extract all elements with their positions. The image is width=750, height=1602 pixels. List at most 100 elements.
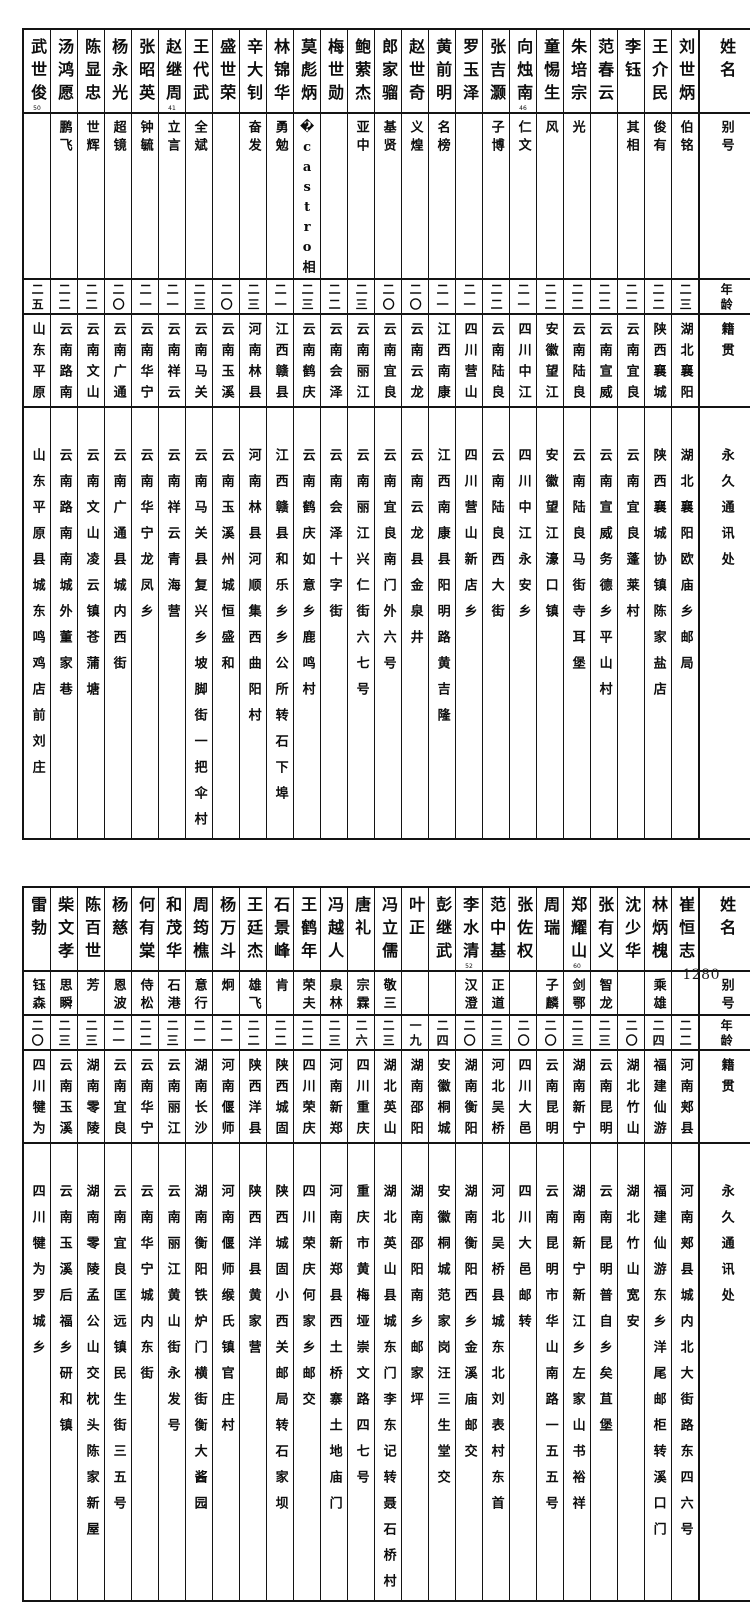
entry-alias: 全斌	[191, 120, 207, 156]
row-label-text: 年龄	[719, 1019, 734, 1049]
cell-native-place: 安徽望江	[536, 313, 564, 408]
entry-alias: 子博	[488, 120, 504, 156]
cell-age: 二三	[50, 1014, 78, 1051]
entry-native-place: 四川重庆	[353, 1058, 369, 1142]
cell-address: 云南陆良西大街	[482, 406, 510, 840]
cell-age: 二三	[590, 1014, 618, 1051]
name-wrapper: 冯立儒	[375, 888, 401, 965]
name-wrapper: 童惕生	[537, 30, 563, 107]
cell-alias: 鹏飞	[50, 112, 78, 280]
entry-age: 二二	[570, 283, 585, 313]
entry-address: 云南马关县复兴乡坡脚街一把伞村	[191, 448, 207, 838]
cell-address: 湖北英山县城东门李东记转聂石桥村	[374, 1142, 402, 1602]
cell-address: 云南昆明市华山南路一五五号	[536, 1142, 564, 1602]
entry-annotation: 46	[519, 105, 527, 112]
name-wrapper: 石景峰	[267, 888, 293, 965]
entry-name: 武世俊	[28, 38, 48, 107]
cell-native-place: 山东平原	[22, 313, 51, 408]
cell-age: 二二	[50, 278, 78, 315]
entry-age: 二三	[678, 283, 693, 313]
entry-name: 王廷杰	[244, 896, 264, 965]
entry-address: 四川犍为罗城乡	[29, 1184, 45, 1366]
cell-name: 刘世炳	[671, 28, 700, 114]
entry-alias: 智龙	[596, 978, 612, 1014]
entry-annotation: 60	[573, 963, 581, 970]
entry-age: 二一	[192, 1019, 207, 1049]
entry-native-place: 云南宜良	[110, 1058, 126, 1142]
entry-address: 陕西洋县黄家营	[245, 1184, 261, 1366]
cell-age: 二三	[185, 278, 213, 315]
cell-age: 二〇	[212, 278, 240, 315]
cell-alias	[401, 970, 429, 1016]
entry-native-place: 云南玉溪	[218, 322, 234, 406]
entry-name: 周瑞	[541, 896, 561, 942]
cell-native-place: 四川犍为	[22, 1049, 51, 1144]
cell-name: 雷勃	[22, 886, 51, 972]
entry-address: 湖北襄阳欧庙乡邮局	[677, 448, 693, 682]
cell-age: 二三	[482, 1014, 510, 1051]
cell-address: 云南文山凌云镇苍蒲塘	[77, 406, 105, 840]
entry-address: 云南陆良西大街	[488, 448, 504, 630]
cell-address: 云南玉溪后福乡研和镇	[50, 1142, 78, 1602]
cell-name: 王鹤年	[293, 886, 321, 972]
cell-name: 林炳槐	[644, 886, 672, 972]
cell-alias: 全斌	[185, 112, 213, 280]
entry-age: 二三	[57, 1019, 72, 1049]
entry-alias: 世辉	[83, 120, 99, 156]
name-wrapper: 周瑞	[537, 888, 563, 942]
cell-name: 郎家骝	[374, 28, 402, 114]
cell-name: 辛大钊	[239, 28, 267, 114]
entry-age: 二二	[273, 1019, 288, 1049]
cell-address: 河南郏县城内北大街路东四六号	[671, 1142, 700, 1602]
cell-native-place: 云南丽江	[158, 1049, 186, 1144]
name-wrapper: 梅世勋	[321, 30, 347, 107]
cell-age: 一九	[401, 1014, 429, 1051]
cell-native-place: 福建仙游	[644, 1049, 672, 1144]
entry-age: 二二	[543, 283, 558, 313]
cell-native-place: 云南宜良	[104, 1049, 132, 1144]
entry-name: 向烛南	[514, 38, 534, 107]
entry-alias: �castro相	[299, 120, 315, 278]
cell-name: 张佐权	[509, 886, 537, 972]
entry-native-place: 云南宣威	[596, 322, 612, 406]
entry-age: 二一	[165, 283, 180, 313]
entry-age: 二二	[624, 283, 639, 313]
cell-native-place: 云南祥云	[158, 313, 186, 408]
cell-age: 二〇	[509, 1014, 537, 1051]
entry-address: 河南偃师缑氏镇官庄村	[218, 1184, 234, 1444]
entry-name: 张昭英	[136, 38, 156, 107]
entry-alias: 勇勉	[272, 120, 288, 156]
entry-address: 湖南衡阳铁炉门横街衡大酱园	[191, 1184, 207, 1522]
entry-address: 云南路南南城外董家巷	[56, 448, 72, 708]
cell-alias: 意行	[185, 970, 213, 1016]
entry-native-place: 云南鹤庆	[299, 322, 315, 406]
cell-native-place: 安徽桐城	[428, 1049, 456, 1144]
cell-alias	[509, 970, 537, 1016]
entry-name: 黄前明	[433, 38, 453, 107]
cell-alias	[590, 112, 618, 280]
cell-name: 张有义	[590, 886, 618, 972]
cell-name: 赵世奇	[401, 28, 429, 114]
cell-name: 杨慈	[104, 886, 132, 972]
name-wrapper: 林炳槐	[645, 888, 671, 965]
cell-name: 莫彪炳	[293, 28, 321, 114]
entry-name: 何有棠	[136, 896, 156, 965]
name-wrapper: 莫彪炳	[294, 30, 320, 107]
entry-alias: 义煌	[407, 120, 423, 156]
cell-name: 林锦华	[266, 28, 294, 114]
name-wrapper: 王代武	[186, 30, 212, 107]
entry-age: 二二	[651, 283, 666, 313]
row-label-text: 别号	[718, 978, 734, 1014]
cell-address: 云南昆明普自乡矣苴堡	[590, 1142, 618, 1602]
cell-age: 二二	[563, 278, 591, 315]
cell-age: 二二	[590, 278, 618, 315]
cell-native-place: 四川中江	[509, 313, 537, 408]
row-address: 四川犍为罗城乡 云南玉溪后福乡研和镇 湖南零陵孟公山交枕头陈家新屋 云南宜良匡远镇民生…	[22, 1142, 750, 1602]
cell-native-place: 云南马关	[185, 313, 213, 408]
entry-native-place: 云南玉溪	[56, 1058, 72, 1142]
cell-native-place: 湖南零陵	[77, 1049, 105, 1144]
entry-alias: 泉林	[326, 978, 342, 1014]
cell-name: 李钰	[617, 28, 645, 114]
entry-native-place: 河南偃师	[218, 1058, 234, 1142]
entry-age: 二三	[381, 1019, 396, 1049]
